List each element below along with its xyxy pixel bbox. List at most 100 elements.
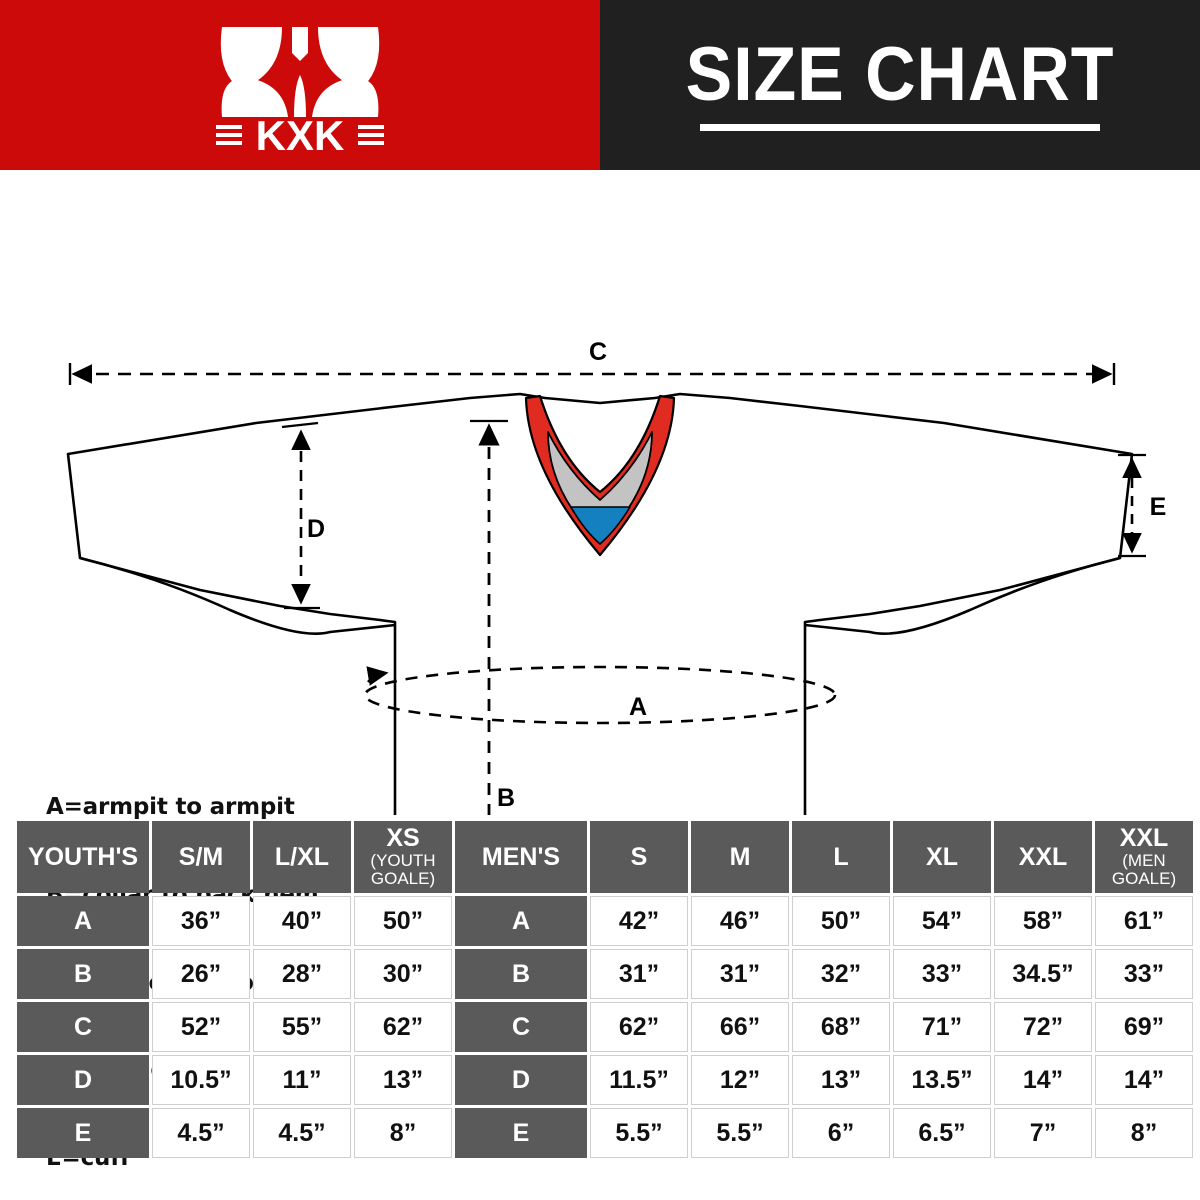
column-header-label: XL: [926, 842, 958, 871]
measure-label-e: E: [1150, 493, 1167, 521]
column-header-3: L/XL: [253, 821, 351, 893]
measure-label-c: C: [589, 338, 607, 366]
men-row-label: B: [455, 949, 587, 999]
kxk-wordmark: KXK: [256, 112, 345, 158]
men-measurement-cell: 14”: [994, 1055, 1092, 1105]
table-body: A 36” 40” 50” A 42” 46” 50” 54” 58” 61” B 26” 28” 30” B…: [17, 896, 1193, 1158]
measure-label-d: D: [307, 515, 325, 543]
legend-item-a: A=armpit to armpit: [46, 794, 295, 821]
men-measurement-cell: 13.5”: [893, 1055, 991, 1105]
page-title: SIZE CHART: [685, 32, 1115, 118]
men-measurement-cell: 50”: [792, 896, 890, 946]
men-row-label: C: [455, 1002, 587, 1052]
column-header-label: MEN'S: [481, 842, 561, 871]
measure-a-group: A: [363, 665, 837, 725]
men-measurement-cell: 13”: [792, 1055, 890, 1105]
men-row-label: D: [455, 1055, 587, 1105]
column-header-label: M: [729, 842, 751, 871]
men-measurement-cell: 6”: [792, 1108, 890, 1158]
men-measurement-cell: 7”: [994, 1108, 1092, 1158]
table-row: A 36” 40” 50” A 42” 46” 50” 54” 58” 61”: [17, 896, 1193, 946]
column-header-label: XXL: [1119, 823, 1169, 852]
youth-measurement-cell: 40”: [253, 896, 351, 946]
men-measurement-cell: 62”: [590, 1002, 688, 1052]
table-row: E 4.5” 4.5” 8” E 5.5” 5.5” 6” 6.5” 7” 8”: [17, 1108, 1193, 1158]
column-header-11: XXL (MEN GOALE): [1095, 821, 1193, 893]
measure-label-a: A: [629, 693, 647, 721]
column-header-9: XL: [893, 821, 991, 893]
title-panel: SIZE CHART: [600, 0, 1200, 170]
youth-row-label: B: [17, 949, 149, 999]
column-header-8: L: [792, 821, 890, 893]
youth-measurement-cell: 4.5”: [253, 1108, 351, 1158]
youth-measurement-cell: 13”: [354, 1055, 452, 1105]
column-header-6: S: [590, 821, 688, 893]
measure-b-group: B: [470, 419, 515, 815]
men-measurement-cell: 34.5”: [994, 949, 1092, 999]
youth-measurement-cell: 4.5”: [152, 1108, 250, 1158]
measure-d-group: D: [281, 421, 325, 610]
men-row-label: A: [455, 896, 587, 946]
men-measurement-cell: 14”: [1095, 1055, 1193, 1105]
youth-measurement-cell: 50”: [354, 896, 452, 946]
youth-measurement-cell: 36”: [152, 896, 250, 946]
men-measurement-cell: 11.5”: [590, 1055, 688, 1105]
youth-measurement-cell: 55”: [253, 1002, 351, 1052]
youth-measurement-cell: 10.5”: [152, 1055, 250, 1105]
column-header-label: S: [630, 842, 648, 871]
men-measurement-cell: 31”: [590, 949, 688, 999]
table-row: D 10.5” 11” 13” D 11.5” 12” 13” 13.5” 14” 14”: [17, 1055, 1193, 1105]
page-header: KXK SIZE CHART: [0, 0, 1200, 170]
men-row-label: E: [455, 1108, 587, 1158]
youth-measurement-cell: 52”: [152, 1002, 250, 1052]
youth-measurement-cell: 11”: [253, 1055, 351, 1105]
table-row: B 26” 28” 30” B 31” 31” 32” 33” 34.5” 33”: [17, 949, 1193, 999]
men-measurement-cell: 33”: [1095, 949, 1193, 999]
jersey-right-underarm-seam: [804, 556, 1121, 635]
men-measurement-cell: 61”: [1095, 896, 1193, 946]
men-measurement-cell: 6.5”: [893, 1108, 991, 1158]
column-header-sublabel: (MEN GOALE): [1111, 850, 1177, 888]
men-measurement-cell: 33”: [893, 949, 991, 999]
men-measurement-cell: 31”: [691, 949, 789, 999]
jersey-collar: [524, 394, 676, 557]
kxk-logo: KXK: [216, 26, 384, 158]
men-measurement-cell: 46”: [691, 896, 789, 946]
men-measurement-cell: 69”: [1095, 1002, 1193, 1052]
youth-row-label: C: [17, 1002, 149, 1052]
column-header-sublabel: (YOUTH GOALE): [370, 850, 436, 888]
column-header-label: S/M: [178, 842, 224, 871]
column-header-10: XXL: [994, 821, 1092, 893]
youth-measurement-cell: 62”: [354, 1002, 452, 1052]
men-measurement-cell: 5.5”: [691, 1108, 789, 1158]
column-header-7: M: [691, 821, 789, 893]
size-table-wrap: YOUTH'S S/M L/XL XS (YOUTH GOALE) MEN'S S M L XL X…: [14, 818, 1193, 1161]
measure-c-group: C: [68, 338, 1116, 385]
column-header-label: YOUTH'S: [27, 842, 139, 871]
column-header-label: XS: [386, 823, 420, 852]
collar-accent-triangle: [570, 506, 631, 545]
jersey-left-underarm-seam: [79, 556, 396, 635]
column-header-5: MEN'S: [455, 821, 587, 893]
measure-e-group: E: [1118, 453, 1167, 558]
size-table: YOUTH'S S/M L/XL XS (YOUTH GOALE) MEN'S S M L XL X…: [14, 818, 1196, 1161]
table-row: C 52” 55” 62” C 62” 66” 68” 71” 72” 69”: [17, 1002, 1193, 1052]
title-underline: [700, 123, 1100, 131]
column-header-label: L/XL: [274, 842, 330, 871]
youth-measurement-cell: 8”: [354, 1108, 452, 1158]
men-measurement-cell: 42”: [590, 896, 688, 946]
men-measurement-cell: 72”: [994, 1002, 1092, 1052]
column-header-label: XXL: [1018, 842, 1068, 871]
men-measurement-cell: 54”: [893, 896, 991, 946]
column-header-4: XS (YOUTH GOALE): [354, 821, 452, 893]
men-measurement-cell: 66”: [691, 1002, 789, 1052]
column-header-2: S/M: [152, 821, 250, 893]
jersey-illustration: C D: [66, 338, 1167, 815]
column-header-1: YOUTH'S: [17, 821, 149, 893]
men-measurement-cell: 8”: [1095, 1108, 1193, 1158]
youth-measurement-cell: 28”: [253, 949, 351, 999]
men-measurement-cell: 32”: [792, 949, 890, 999]
youth-measurement-cell: 30”: [354, 949, 452, 999]
measure-label-b: B: [497, 784, 515, 812]
